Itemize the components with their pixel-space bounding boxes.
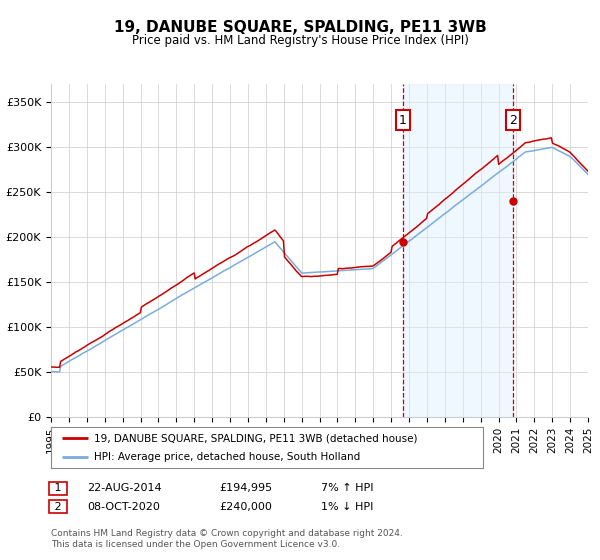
Bar xyxy=(403,84,514,417)
Text: 19, DANUBE SQUARE, SPALDING, PE11 3WB (detached house): 19, DANUBE SQUARE, SPALDING, PE11 3WB (d… xyxy=(94,433,418,443)
Text: 7% ↑ HPI: 7% ↑ HPI xyxy=(321,483,373,493)
Text: 19, DANUBE SQUARE, SPALDING, PE11 3WB: 19, DANUBE SQUARE, SPALDING, PE11 3WB xyxy=(113,20,487,35)
Text: 22-AUG-2014: 22-AUG-2014 xyxy=(87,483,161,493)
Text: Price paid vs. HM Land Registry's House Price Index (HPI): Price paid vs. HM Land Registry's House … xyxy=(131,34,469,46)
Text: Contains HM Land Registry data © Crown copyright and database right 2024.
This d: Contains HM Land Registry data © Crown c… xyxy=(51,529,403,549)
Text: 1: 1 xyxy=(51,483,65,493)
Text: 2: 2 xyxy=(51,502,65,512)
Text: 1: 1 xyxy=(399,114,407,127)
Text: £240,000: £240,000 xyxy=(219,502,272,512)
Text: HPI: Average price, detached house, South Holland: HPI: Average price, detached house, Sout… xyxy=(94,452,361,461)
Text: 1% ↓ HPI: 1% ↓ HPI xyxy=(321,502,373,512)
Text: 08-OCT-2020: 08-OCT-2020 xyxy=(87,502,160,512)
Text: £194,995: £194,995 xyxy=(219,483,272,493)
Text: 2: 2 xyxy=(509,114,517,127)
